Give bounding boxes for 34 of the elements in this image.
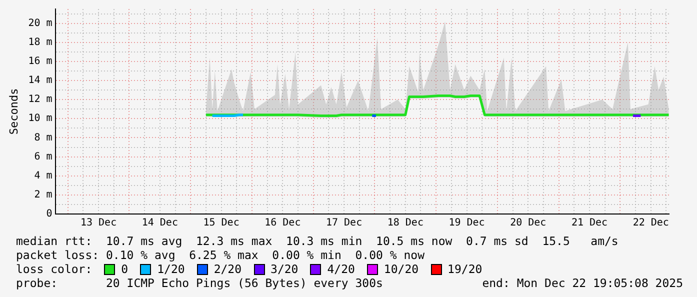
- y-tick-label: 16 m: [28, 56, 52, 68]
- text: packet loss: 0.10 % avg 6.25 % max 0.00 % min 0.00 % now: [16, 248, 424, 262]
- y-tick-label: 6 m: [34, 151, 52, 162]
- legend-label: 2/20: [214, 262, 242, 276]
- y-tick-label: 20 m: [28, 18, 52, 29]
- legend-label: 19/20: [448, 262, 482, 276]
- x-tick-label: 15 Dec: [203, 218, 240, 229]
- x-tick-label: 14 Dec: [142, 218, 178, 229]
- legend-title: loss color:: [16, 262, 92, 276]
- text: probe: 20 ICMP Echo Pings (56 Bytes) every 300s: [16, 276, 383, 290]
- y-tick-label: 0: [46, 208, 52, 220]
- legend-label: 10/20: [384, 262, 419, 276]
- x-tick-label: 22 Dec: [632, 218, 669, 229]
- x-tick-label: 19 Dec: [448, 218, 485, 229]
- x-tick-label: 20 Dec: [510, 218, 546, 229]
- x-tick-label: 21 Dec: [571, 218, 608, 229]
- y-tick-label: 10 m: [28, 113, 52, 124]
- x-tick-label: 16 Dec: [264, 218, 301, 229]
- text: median rtt: 10.7 ms avg 12.3 ms max 10.3 ms min 10.5 ms now 0.7 ms sd 15.5 am/s: [16, 234, 618, 248]
- x-tick-label: 18 Dec: [387, 218, 424, 229]
- y-tick-label: 12 m: [28, 94, 52, 106]
- x-tick-label: 13 Dec: [80, 218, 117, 229]
- legend-label: 0: [121, 262, 128, 276]
- legend-label: 4/20: [327, 262, 355, 276]
- y-tick-label: 4 m: [34, 170, 52, 182]
- x-tick-label: 17 Dec: [326, 218, 362, 229]
- y-tick-label: 2 m: [34, 190, 52, 201]
- text: end: Mon Dec 22 19:05:08 2025: [482, 276, 683, 290]
- y-tick-label: 8 m: [34, 132, 52, 144]
- legend-label: 3/20: [270, 262, 298, 276]
- legend-label: 1/20: [157, 262, 185, 276]
- y-tick-label: 18 m: [28, 36, 52, 48]
- y-axis-title: Seconds: [7, 88, 20, 135]
- y-tick-label: 14 m: [28, 75, 52, 86]
